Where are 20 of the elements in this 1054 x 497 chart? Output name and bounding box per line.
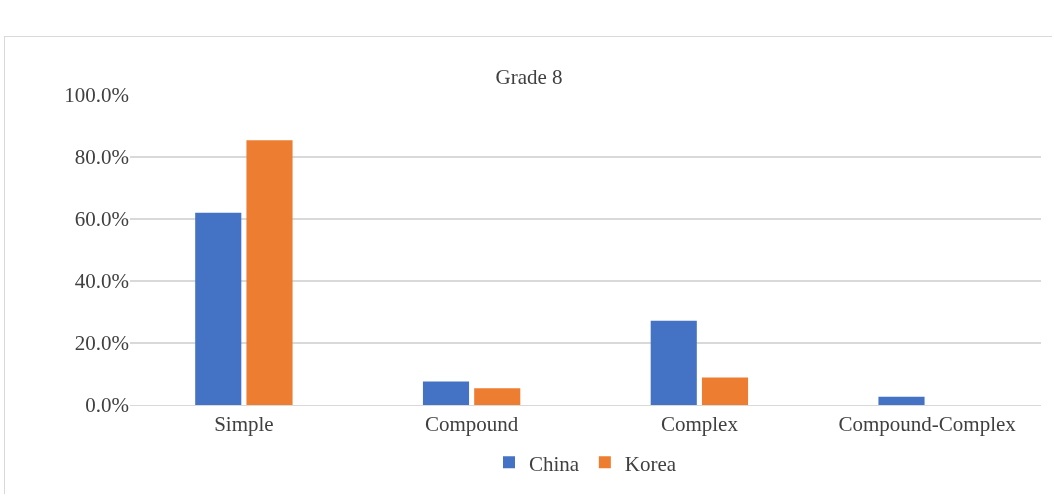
bar	[701, 377, 749, 405]
bar	[474, 388, 521, 405]
y-tick-label: 20.0%	[74, 331, 129, 356]
x-tick-label: Complex	[660, 412, 739, 437]
legend-label: Korea	[624, 451, 677, 476]
x-tick-label: Compound	[424, 412, 519, 437]
bar	[878, 396, 925, 405]
chart-title: Grade 8	[495, 64, 563, 89]
y-tick-label: 80.0%	[74, 145, 129, 170]
x-tick-label: Compound-Complex	[838, 412, 1017, 437]
bar	[650, 320, 697, 405]
bar	[195, 212, 242, 405]
bar	[246, 140, 293, 405]
legend-label: China	[529, 451, 580, 476]
y-tick-label: 100.0%	[64, 83, 129, 108]
y-tick-label: 60.0%	[74, 207, 129, 232]
y-tick-label: 0.0%	[85, 393, 129, 418]
y-tick-label: 40.0%	[74, 269, 129, 294]
x-tick-label: Simple	[214, 412, 274, 437]
bar	[422, 381, 470, 405]
